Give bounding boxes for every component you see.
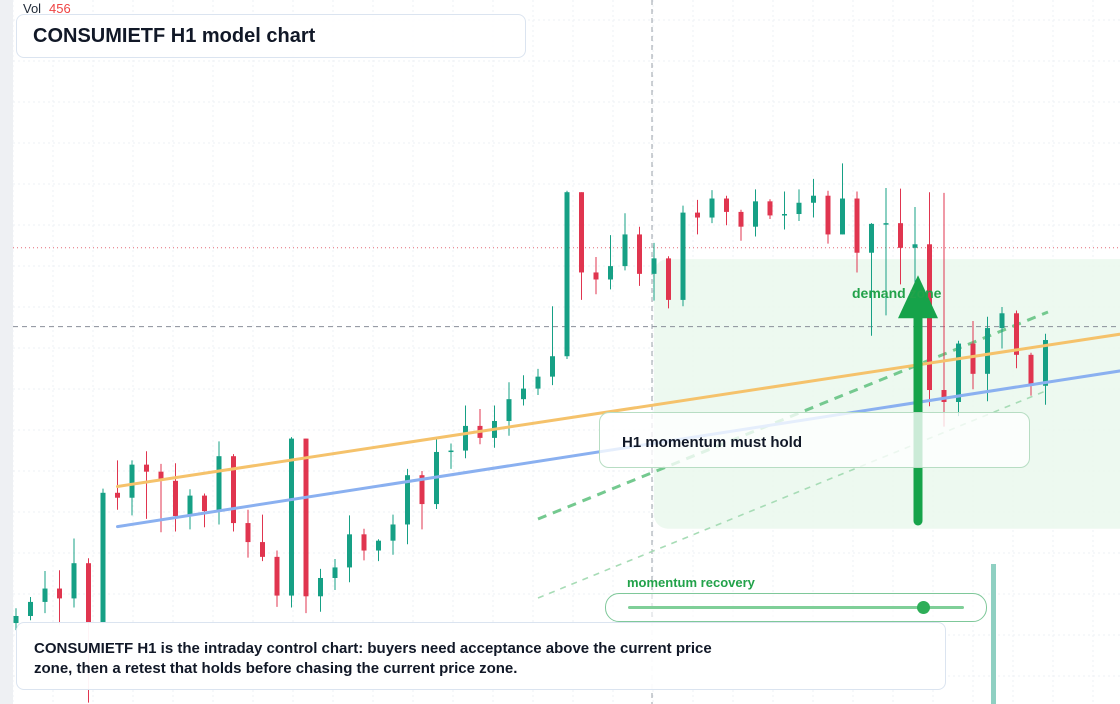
candle-body — [666, 258, 671, 300]
candle-body — [318, 577, 323, 597]
candle-body — [608, 266, 613, 280]
candle-body — [144, 464, 149, 472]
candle-body — [637, 234, 642, 274]
candle-body — [419, 475, 425, 505]
candle-body — [115, 492, 120, 498]
candle-body — [912, 244, 918, 248]
candle-body — [651, 258, 657, 274]
candle-body — [390, 524, 396, 541]
candle-body — [86, 563, 91, 623]
candle-body — [535, 376, 541, 389]
candle-body — [100, 492, 106, 623]
momentum-callout: H1 momentum must hold — [599, 412, 1030, 468]
candle-body — [1043, 340, 1048, 386]
slider-knob[interactable] — [917, 601, 931, 614]
candle-body — [941, 390, 947, 402]
recovery-label: momentum recovery — [627, 575, 755, 590]
candle-body — [1014, 313, 1019, 355]
candle-body — [361, 534, 367, 551]
candle-body — [970, 343, 976, 374]
candle-body — [216, 456, 222, 512]
volume-value: 456 — [49, 1, 71, 16]
callout-text: H1 momentum must hold — [622, 434, 803, 451]
candle-body — [57, 588, 62, 599]
price-scale-rail — [0, 0, 13, 704]
candle-body — [883, 223, 889, 225]
candle-body — [550, 356, 555, 377]
candle-body — [129, 464, 135, 498]
candle-body — [332, 567, 338, 578]
slider-rail — [628, 606, 964, 609]
title-panel: CONSUMIETF H1 model chart — [16, 14, 526, 58]
candle-body — [231, 456, 236, 524]
candle-body — [811, 195, 816, 203]
candle-body — [985, 328, 990, 374]
up-arrow-head — [898, 275, 938, 319]
note-text: CONSUMIETF H1 is the intraday control ch… — [34, 640, 712, 677]
candle-body — [260, 542, 265, 557]
candle-body — [782, 214, 787, 216]
candle-body — [825, 195, 831, 235]
candle-body — [738, 211, 744, 227]
candle-body — [347, 534, 352, 568]
candle-body — [680, 212, 686, 300]
candle-body — [173, 480, 178, 517]
note-panel: CONSUMIETF H1 is the intraday control ch… — [16, 622, 946, 690]
candle-body — [303, 438, 309, 597]
candle-body — [840, 198, 845, 235]
candle-body — [463, 425, 468, 451]
candle-body — [245, 523, 251, 543]
candle-body — [274, 556, 280, 596]
candle-body — [158, 471, 164, 481]
candle-body — [71, 563, 77, 599]
candle-body — [999, 313, 1005, 329]
candle-body — [564, 192, 570, 357]
chart-title: CONSUMIETF H1 model chart — [33, 25, 316, 47]
candle-body — [854, 198, 860, 253]
candle-body — [202, 495, 207, 512]
candle-body — [898, 223, 903, 248]
candle-body — [956, 343, 961, 402]
candle-body — [187, 495, 193, 517]
volume-label: Vol — [23, 1, 42, 16]
candle-body — [289, 438, 294, 596]
volume-highlight-bar — [991, 564, 996, 704]
candle-body — [796, 202, 802, 215]
demand-zone-label: demand zone — [852, 285, 942, 301]
candle-body — [448, 450, 454, 453]
candle-body — [622, 234, 628, 267]
candle-body — [28, 601, 33, 616]
candle-body — [42, 588, 48, 602]
candle-body — [405, 475, 410, 525]
candle-body — [709, 198, 715, 218]
candle-body — [579, 192, 584, 273]
candle-body — [695, 212, 700, 218]
candle-body — [869, 223, 874, 253]
candle-body — [724, 198, 729, 212]
candle-body — [753, 201, 758, 227]
candle-body — [767, 201, 773, 216]
candle-body — [1028, 354, 1034, 386]
candle-body — [521, 388, 526, 400]
candle-body — [376, 540, 381, 551]
candle-body — [506, 399, 512, 421]
candle-body — [593, 272, 599, 280]
resistance-trend-line — [116, 332, 1120, 488]
candle-body — [13, 616, 19, 624]
momentum-recovery-slider[interactable] — [605, 593, 987, 622]
